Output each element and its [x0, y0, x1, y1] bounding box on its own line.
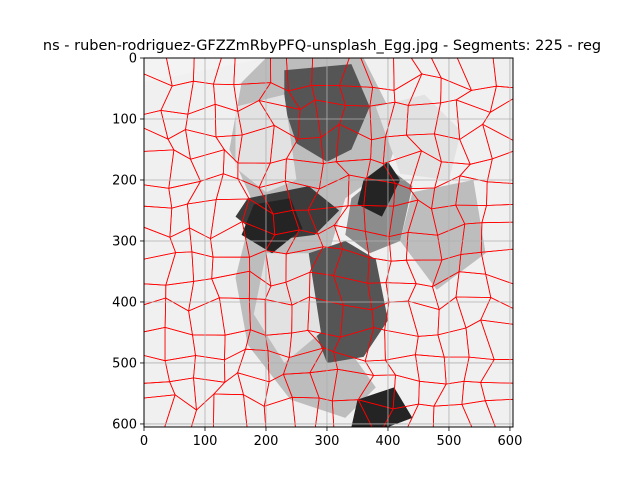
segment-cell: [164, 394, 197, 427]
segment-cell: [144, 394, 176, 427]
segment-cell: [314, 397, 335, 427]
segment-cell: [480, 248, 513, 285]
segment-cell: [481, 203, 513, 224]
x-tick-label: 0: [140, 434, 148, 449]
segment-cell: [331, 399, 373, 427]
segment-boundaries: [144, 58, 513, 427]
x-tick-label: 600: [498, 434, 523, 449]
region-chin-light: [253, 253, 321, 363]
segment-cell: [407, 403, 435, 427]
y-axis: 0 100 200 300 400 500 600: [112, 52, 144, 432]
y-tick-label: 400: [112, 295, 137, 310]
region-deep-shadow: [241, 198, 303, 254]
region-right-mid: [400, 180, 486, 290]
segment-cell: [190, 393, 215, 427]
segment-cell: [489, 85, 513, 114]
x-tick-label: 100: [193, 434, 218, 449]
segment-cell: [486, 181, 513, 206]
y-tick-label: 200: [112, 173, 137, 188]
y-tick-label: 100: [112, 112, 137, 127]
x-tick-label: 200: [254, 434, 279, 449]
segment-cell: [480, 221, 513, 253]
region-right-dark: [357, 161, 401, 217]
chart-title: ns - ruben-rodriguez-GFZZmRbyPFQ-unsplas…: [43, 38, 601, 54]
segment-cell: [243, 393, 267, 427]
segment-cell: [432, 403, 473, 427]
segmented-image: [144, 58, 513, 427]
x-tick-label: 300: [315, 434, 340, 449]
segment-cell: [482, 98, 513, 141]
segment-cell: [291, 396, 320, 427]
x-axis: 0 100 200 300 400 500 600: [140, 427, 523, 449]
segment-cell: [382, 403, 420, 427]
segment-cell: [492, 58, 513, 89]
segment-cell: [213, 393, 248, 427]
plot-frame: [143, 57, 514, 428]
segment-cell: [263, 396, 296, 427]
y-tick-label: 300: [112, 234, 137, 249]
y-tick-label: 0: [129, 52, 137, 67]
segment-cell: [482, 123, 513, 160]
segment-cell: [486, 150, 513, 184]
y-tick-label: 500: [112, 356, 137, 371]
y-tick-label: 600: [112, 417, 137, 432]
segment-cell: [480, 319, 513, 361]
segment-cell: [484, 398, 513, 427]
segment-cell: [480, 296, 513, 325]
x-tick-label: 400: [376, 434, 401, 449]
segment-cell: [357, 399, 394, 427]
segment-cell: [485, 273, 513, 309]
x-tick-label: 500: [437, 434, 462, 449]
segment-cell: [461, 400, 496, 427]
segment-cell: [479, 358, 513, 384]
segment-cell: [480, 381, 513, 402]
